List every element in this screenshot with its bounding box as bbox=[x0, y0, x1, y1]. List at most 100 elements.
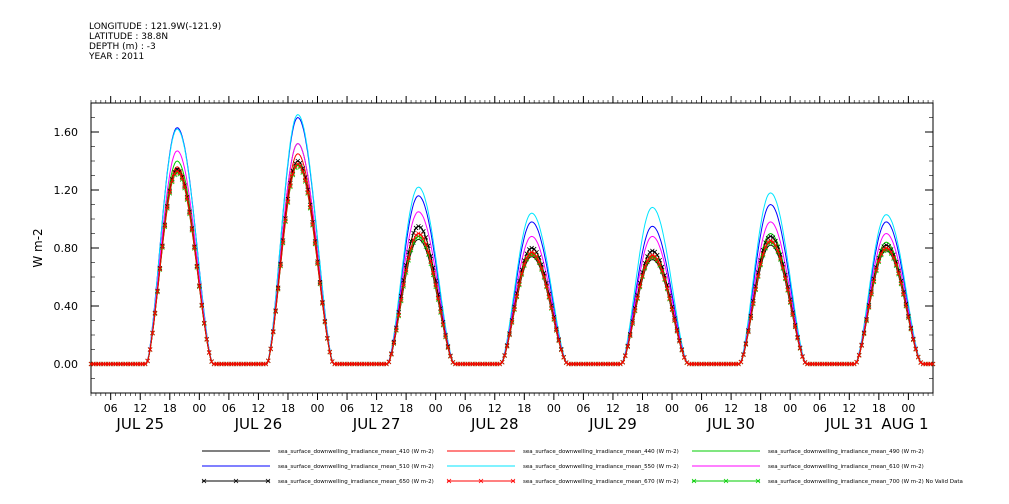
series-marker-s670 bbox=[881, 247, 887, 252]
series-marker-s670 bbox=[743, 341, 749, 347]
series-marker-s670 bbox=[322, 319, 328, 325]
legend-marker bbox=[446, 478, 452, 484]
series-marker-s670 bbox=[155, 289, 160, 294]
series-line-s490 bbox=[91, 143, 933, 365]
series-marker-s670 bbox=[199, 303, 205, 308]
series-marker-s670 bbox=[174, 168, 180, 174]
legend-item-s440: sea_surface_downwelling_irradiance_mean_… bbox=[447, 449, 679, 455]
series-marker-s670 bbox=[650, 252, 655, 258]
x-hour-tick-label: 18 bbox=[635, 402, 649, 415]
series-marker-s670 bbox=[866, 304, 872, 310]
x-day-label: AUG 1 bbox=[881, 415, 928, 433]
series-marker-s670 bbox=[797, 345, 803, 351]
series-marker-s670 bbox=[667, 296, 672, 301]
series-line-s670 bbox=[91, 163, 933, 365]
series-marker-s670 bbox=[782, 275, 788, 281]
legend-marker bbox=[478, 478, 484, 484]
series-marker-s670 bbox=[662, 276, 667, 282]
series-line-s510 bbox=[91, 116, 933, 365]
series-marker-s670 bbox=[876, 258, 882, 263]
legend-label: sea_surface_downwelling_irradiance_mean_… bbox=[523, 464, 679, 470]
series-marker-s670 bbox=[618, 361, 623, 367]
series-marker-s670 bbox=[748, 315, 754, 320]
series-marker-s670 bbox=[167, 189, 173, 195]
series-marker-s670 bbox=[551, 316, 557, 322]
series-marker-s670 bbox=[792, 324, 798, 329]
series-marker-s670 bbox=[546, 294, 552, 299]
series-marker-s670 bbox=[307, 204, 313, 210]
series-line-s650 bbox=[91, 160, 933, 365]
series-marker-s670 bbox=[773, 242, 778, 248]
x-hour-tick-label: 18 bbox=[872, 402, 886, 415]
series-marker-s670 bbox=[674, 328, 680, 334]
series-marker-s670 bbox=[888, 249, 894, 255]
series-marker-s670 bbox=[275, 286, 281, 292]
series-marker-s670 bbox=[544, 283, 549, 289]
x-hour-tick-label: 00 bbox=[783, 402, 797, 415]
legend-label: sea_surface_downwelling_irradiance_mean_… bbox=[278, 479, 434, 485]
series-marker-s670 bbox=[741, 352, 746, 358]
series-layer bbox=[88, 114, 936, 367]
series-marker-s670 bbox=[192, 245, 197, 250]
chart-axes: 06 12 18 00 06 12 18 00 06 12 18 00 06 12 18 00 06 12 18 00… bbox=[31, 96, 934, 433]
series-marker-s670 bbox=[524, 255, 530, 261]
series-marker-s670 bbox=[499, 359, 505, 365]
series-marker-s670 bbox=[778, 255, 783, 261]
x-day-label: JUL 25 bbox=[115, 415, 164, 433]
series-marker-s670 bbox=[859, 343, 864, 348]
x-day-label: JUL 29 bbox=[588, 415, 637, 433]
series-marker-s670 bbox=[445, 345, 451, 350]
series-marker-s670 bbox=[401, 282, 406, 287]
series-marker-s670 bbox=[507, 332, 512, 337]
series-marker-s670 bbox=[438, 309, 443, 314]
y-tick-label: 0.80 bbox=[54, 242, 79, 255]
y-tick-label: 0.00 bbox=[54, 358, 79, 371]
series-marker-s670 bbox=[145, 358, 150, 364]
series-s490 bbox=[91, 143, 933, 365]
series-marker-s670 bbox=[536, 259, 542, 264]
series-marker-s670 bbox=[283, 218, 288, 223]
series-marker-s670 bbox=[549, 305, 554, 310]
series-marker-s650 bbox=[768, 234, 773, 239]
series-marker-s670 bbox=[763, 244, 768, 250]
series-marker-s670 bbox=[647, 254, 653, 259]
chart-legend: sea_surface_downwelling_irradiance_mean_… bbox=[201, 449, 963, 485]
series-marker-s670 bbox=[517, 281, 522, 287]
legend-item-s700: sea_surface_downwelling_irradiance_mean_… bbox=[691, 478, 963, 485]
series-marker-s670 bbox=[630, 320, 635, 326]
series-marker-s670 bbox=[265, 358, 271, 364]
series-marker-s670 bbox=[302, 177, 308, 183]
x-hour-tick-label: 00 bbox=[192, 402, 206, 415]
series-marker-s650 bbox=[770, 235, 776, 240]
series-marker-s670 bbox=[522, 262, 527, 267]
series-marker-s670 bbox=[408, 245, 414, 250]
series-marker-s670 bbox=[851, 361, 857, 367]
legend-marker bbox=[691, 478, 697, 484]
series-marker-s670 bbox=[278, 263, 283, 268]
series-marker-s650 bbox=[421, 229, 426, 234]
series-marker-s670 bbox=[765, 239, 771, 245]
x-hour-tick-label: 12 bbox=[370, 402, 384, 415]
series-marker-s670 bbox=[430, 270, 436, 276]
series-marker-s670 bbox=[918, 360, 923, 365]
series-marker-s670 bbox=[421, 235, 426, 241]
series-line-s410 bbox=[91, 160, 933, 365]
x-hour-tick-label: 00 bbox=[665, 402, 679, 415]
series-marker-s670 bbox=[864, 318, 869, 323]
series-marker-s670 bbox=[157, 266, 163, 272]
series-marker-s670 bbox=[169, 178, 175, 183]
series-marker-s670 bbox=[672, 317, 677, 323]
series-marker-s670 bbox=[529, 250, 534, 255]
series-marker-s670 bbox=[785, 287, 791, 292]
series-marker-s670 bbox=[640, 273, 645, 278]
series-s550 bbox=[91, 114, 933, 365]
series-marker-s670 bbox=[563, 360, 569, 365]
series-marker-s670 bbox=[502, 353, 507, 358]
series-marker-s670 bbox=[270, 329, 276, 335]
series-marker-s670 bbox=[679, 347, 685, 353]
series-marker-s670 bbox=[861, 331, 867, 336]
legend-label: sea_surface_downwelling_irradiance_mean_… bbox=[768, 464, 924, 470]
series-s410 bbox=[91, 160, 933, 365]
series-line-s610 bbox=[91, 143, 933, 365]
series-marker-s670 bbox=[930, 361, 936, 367]
